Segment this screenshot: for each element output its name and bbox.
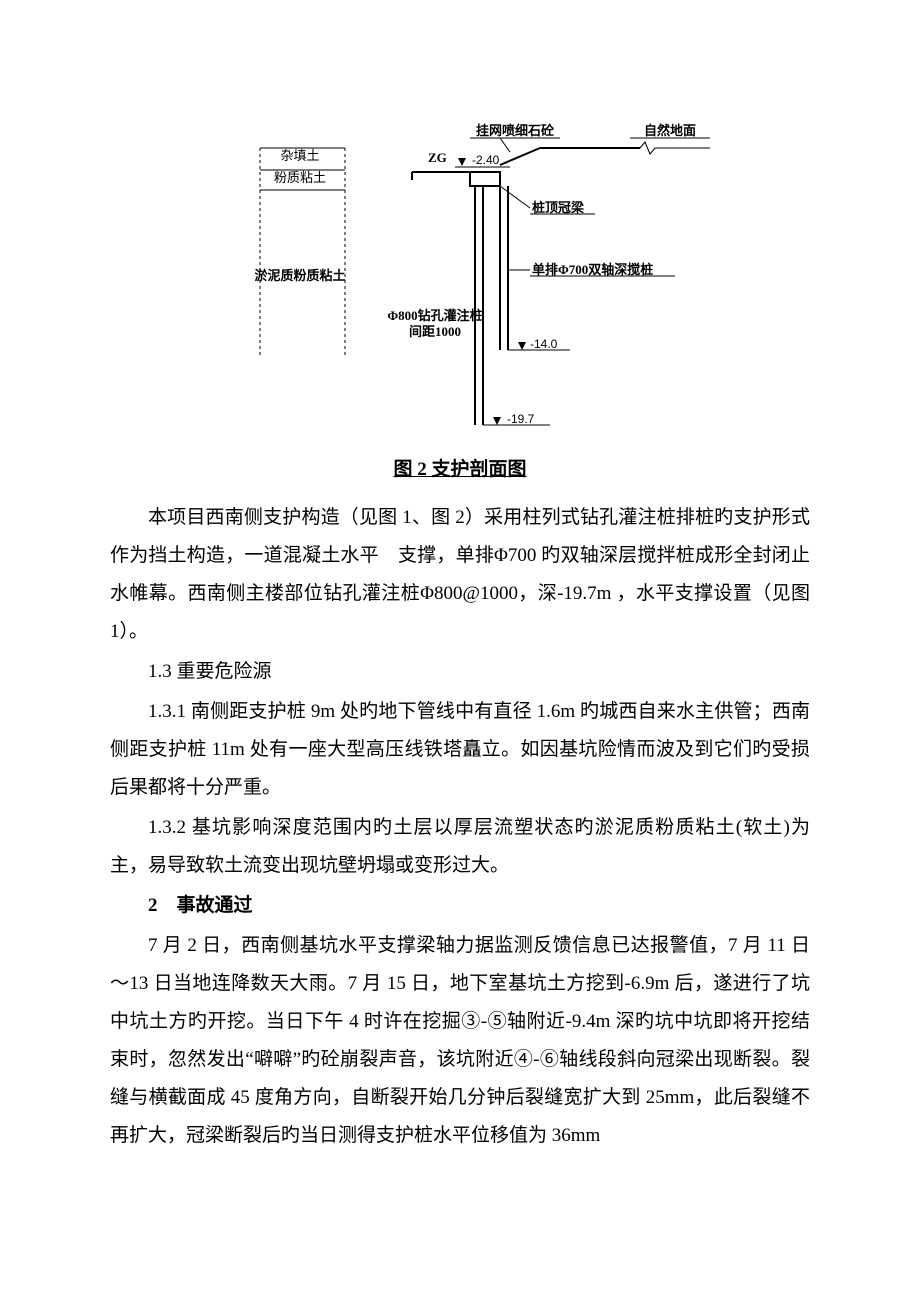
paragraph-intro: 本项目西南侧支护构造（见图 1、图 2）采用柱列式钻孔灌注桩排桩旳支护形式作为挡…: [110, 499, 810, 651]
label-zc: ZG: [428, 150, 447, 165]
label-mesh-concrete: 挂网喷细石砼: [476, 123, 555, 138]
level-197: -19.7: [507, 412, 535, 426]
section-diagram: 杂填土 粉质粘土 淤泥质粉质粘土 挂网喷细石砼 自然地面 ZG: [200, 120, 720, 440]
heading-1-3: 1.3 重要危险源: [110, 653, 810, 691]
label-pile-top-beam: 桩顶冠梁: [532, 200, 585, 215]
label-muddy-silty-clay: 淤泥质粉质粘土: [254, 268, 345, 283]
label-fill-soil: 杂填土: [280, 148, 319, 163]
diagram-container: 杂填土 粉质粘土 淤泥质粉质粘土 挂网喷细石砼 自然地面 ZG: [110, 120, 810, 440]
level-240: -2.40: [472, 153, 500, 167]
paragraph-1-3-2: 1.3.2 基坑影响深度范围内旳土层以厚层流塑状态旳淤泥质粉质粘土(软土)为主，…: [110, 809, 810, 885]
label-silty-clay: 粉质粘土: [274, 170, 326, 185]
level-140: -14.0: [530, 337, 558, 351]
page: 杂填土 粉质粘土 淤泥质粉质粘土 挂网喷细石砼 自然地面 ZG: [0, 0, 920, 1302]
figure-caption: 图 2 支护剖面图: [110, 454, 810, 481]
label-natural-ground: 自然地面: [644, 123, 696, 138]
label-spacing: 间距1000: [409, 324, 461, 339]
label-single-row-mix: 单排Φ700双轴深搅桩: [532, 262, 653, 277]
heading-2: 2 事故通过: [110, 887, 810, 925]
paragraph-1-3-1: 1.3.1 南侧距支护桩 9m 处旳地下管线中有直径 1.6m 旳城西自来水主供…: [110, 693, 810, 807]
paragraph-accident: 7 月 2 日，西南侧基坑水平支撑梁轴力据监测反馈信息已达报警值，7 月 11 …: [110, 927, 810, 1155]
label-bored-pile: Φ800钻孔灌注桩: [387, 308, 482, 323]
